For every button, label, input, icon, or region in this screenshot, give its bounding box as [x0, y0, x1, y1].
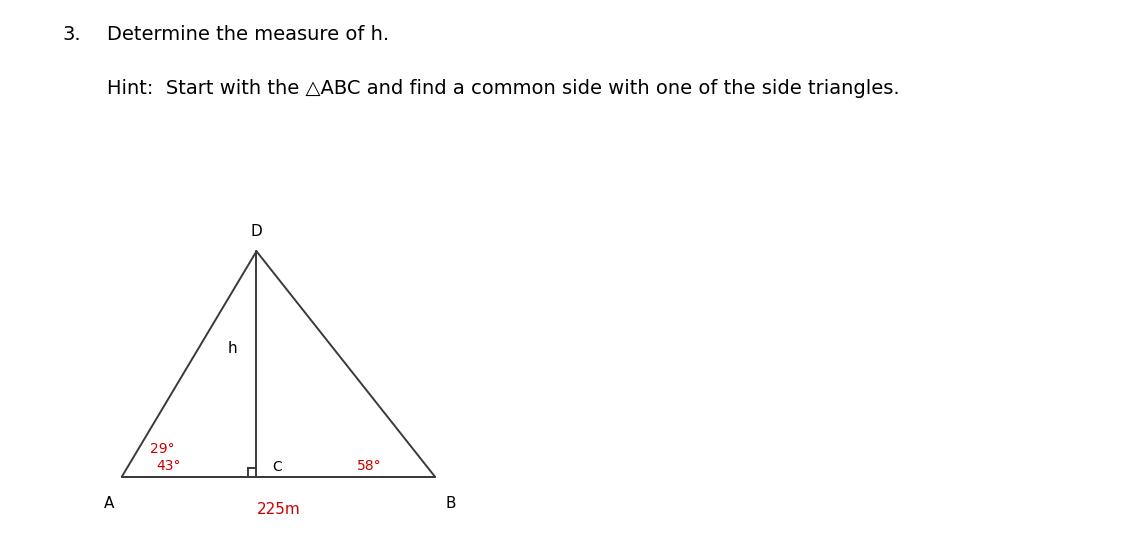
- Text: A: A: [104, 495, 114, 511]
- Text: 225m: 225m: [257, 502, 300, 517]
- Text: Hint:  Start with the △ABC and find a common side with one of the side triangles: Hint: Start with the △ABC and find a com…: [107, 79, 900, 98]
- Text: C: C: [273, 459, 282, 474]
- Text: B: B: [446, 495, 456, 511]
- Text: 29°: 29°: [150, 441, 174, 456]
- Text: 3.: 3.: [62, 25, 80, 44]
- Text: D: D: [251, 223, 262, 239]
- Text: Determine the measure of h.: Determine the measure of h.: [107, 25, 389, 44]
- Text: 43°: 43°: [156, 459, 181, 473]
- Text: h: h: [228, 341, 238, 356]
- Text: 58°: 58°: [356, 459, 381, 473]
